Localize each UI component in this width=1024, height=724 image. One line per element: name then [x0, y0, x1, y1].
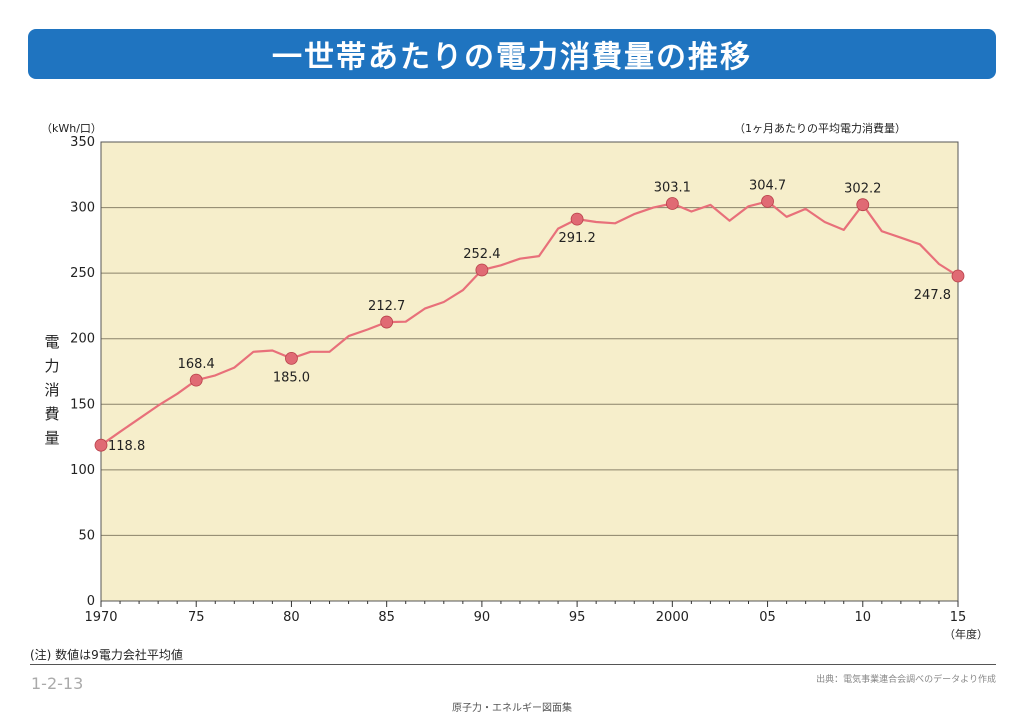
- y-tick-label: 300: [70, 201, 95, 216]
- data-label: 304.7: [749, 178, 786, 193]
- y-axis-label: 電 力 消 費 量: [42, 330, 62, 450]
- page-title: 一世帯あたりの電力消費量の推移: [272, 40, 752, 75]
- note-text: (注) 数値は9電力会社平均値: [30, 648, 183, 662]
- y-axis-label-char: 消: [44, 381, 60, 399]
- data-point: [94, 438, 108, 452]
- x-tick-label: 95: [569, 610, 586, 625]
- x-tick-label: 1970: [84, 610, 117, 625]
- series-line: [100, 200, 959, 447]
- x-tick-label: 90: [474, 610, 491, 625]
- data-label: 185.0: [273, 370, 310, 385]
- data-point: [761, 195, 774, 208]
- y-axis-label-char: 電: [44, 333, 60, 351]
- data-label: 252.4: [463, 247, 500, 262]
- data-label: 168.4: [178, 357, 215, 372]
- footer-text: 原子力・エネルギー図面集: [452, 703, 572, 714]
- y-axis-label-char: 量: [44, 429, 60, 447]
- y-tick-label: 150: [70, 397, 95, 412]
- data-label: 291.2: [559, 231, 596, 246]
- x-tick-label: 75: [188, 610, 205, 625]
- x-tick-label: 85: [378, 610, 395, 625]
- y-tick-label: 0: [87, 594, 95, 609]
- title-bar: 一世帯あたりの電力消費量の推移: [28, 29, 996, 79]
- x-axis-unit: （年度）: [944, 627, 988, 641]
- data-label: 212.7: [368, 299, 405, 314]
- y-unit-label: （kWh/口）: [41, 122, 102, 135]
- data-point: [570, 212, 584, 226]
- x-tick-label: 2000: [656, 610, 689, 625]
- data-point: [189, 373, 203, 387]
- data-point: [285, 351, 298, 365]
- x-tick-label: 10: [855, 610, 872, 625]
- data-label: 303.1: [654, 181, 691, 196]
- x-tick-label: 80: [283, 610, 300, 625]
- plot-border: [100, 141, 959, 602]
- x-tick-label: 15: [950, 610, 967, 625]
- chart-subtitle: （1ヶ月あたりの平均電力消費量）: [734, 122, 906, 135]
- page-number: 1-2-13: [31, 674, 84, 693]
- data-point: [665, 197, 679, 210]
- y-tick-label: 50: [78, 528, 95, 543]
- data-label: 302.2: [844, 182, 881, 197]
- data-point: [951, 269, 965, 283]
- divider: [30, 664, 996, 665]
- data-point: [856, 198, 870, 212]
- y-axis-label-char: 費: [44, 405, 60, 423]
- y-tick-label: 100: [70, 463, 95, 478]
- y-tick-label: 350: [70, 135, 95, 150]
- y-tick-label: 250: [70, 266, 95, 281]
- x-tick-label: 05: [759, 610, 776, 625]
- y-axis-label-char: 力: [44, 357, 60, 375]
- plot-area: [101, 142, 958, 601]
- source-text: 出典：電気事業連合会調べのデータより作成: [816, 675, 996, 685]
- data-label: 247.8: [914, 288, 951, 303]
- data-point: [475, 263, 489, 277]
- y-tick-label: 200: [70, 332, 95, 347]
- data-label: 118.8: [108, 439, 145, 454]
- data-point: [380, 315, 394, 329]
